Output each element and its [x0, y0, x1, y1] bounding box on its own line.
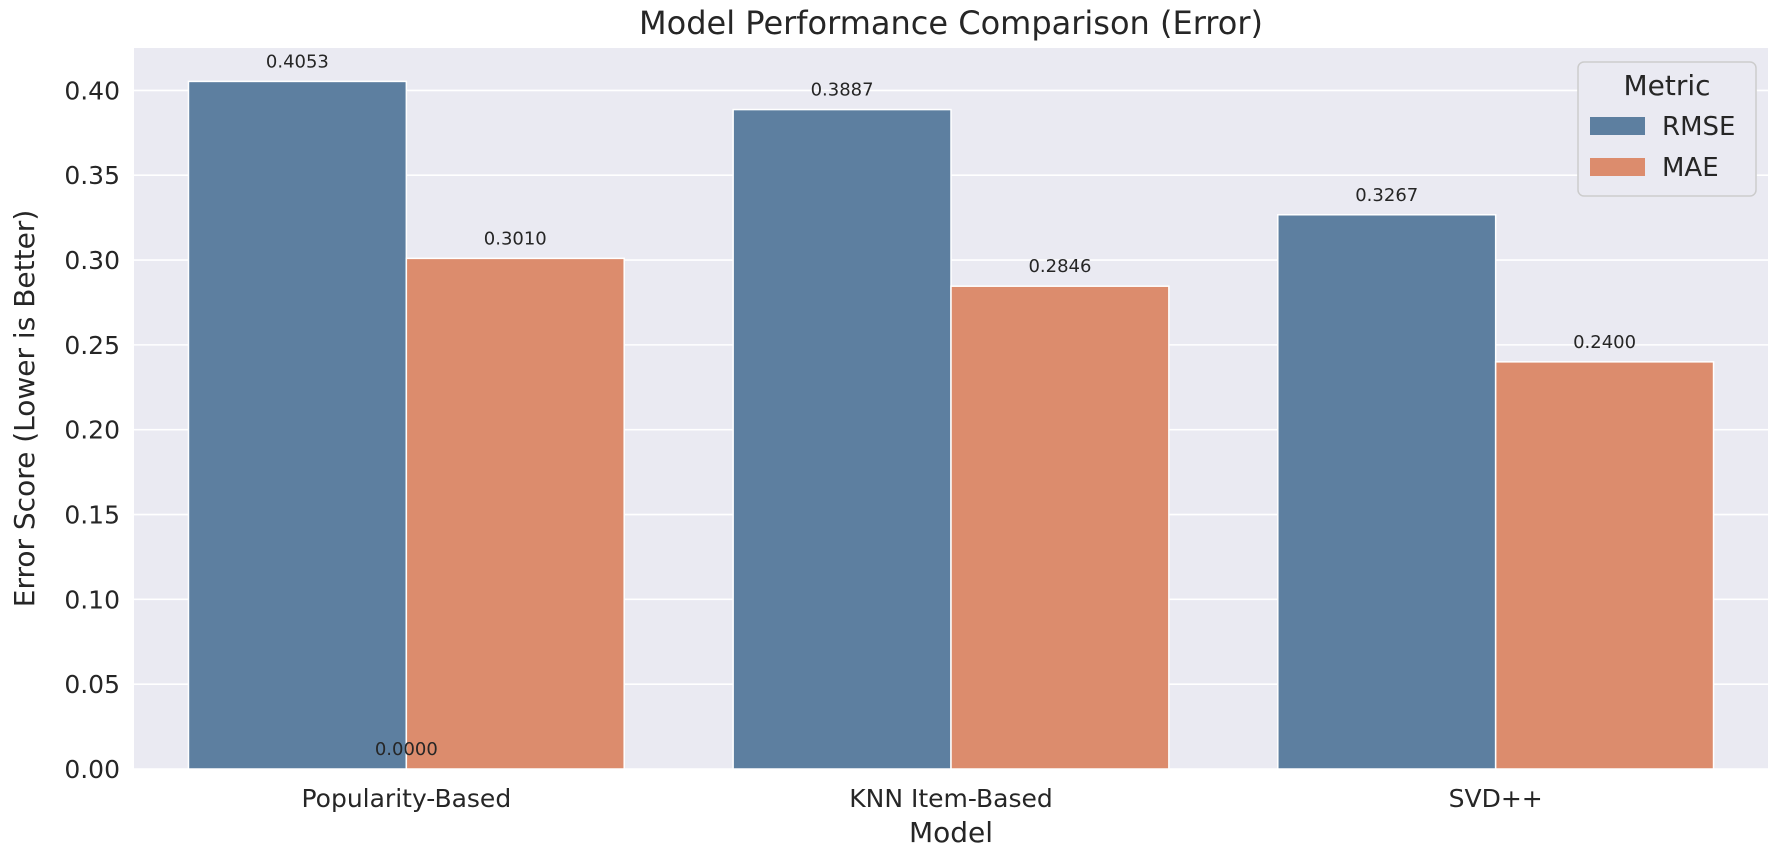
legend-title: Metric	[1623, 69, 1710, 102]
y-tick-label: 0.40	[64, 76, 120, 105]
x-tick-label: SVD++	[1449, 784, 1543, 813]
bar-rmse-1	[732, 108, 952, 770]
legend-swatch-mae	[1590, 158, 1645, 176]
y-tick-label: 0.25	[64, 331, 120, 360]
data-label-mae-1: 0.2846	[1028, 256, 1091, 277]
data-label-mae-0: 0.3010	[484, 228, 547, 249]
bar-mae-1	[950, 285, 1170, 770]
data-label-rmse-1: 0.3887	[811, 80, 874, 101]
legend-label-mae: MAE	[1662, 153, 1719, 183]
bars	[187, 80, 1715, 770]
legend-items: RMSE MAE	[1590, 112, 1735, 183]
extra-annotation: 0.0000	[375, 739, 438, 760]
data-label-rmse-0: 0.4053	[266, 51, 329, 72]
x-axis-label: Model	[909, 816, 993, 849]
y-tick-label: 0.10	[64, 585, 120, 614]
y-tick-label: 0.05	[64, 670, 120, 699]
data-label-mae-2: 0.2400	[1573, 332, 1636, 353]
bar-mae-0	[405, 257, 625, 770]
y-tick-label: 0.00	[64, 755, 120, 784]
bar-rmse-2	[1277, 214, 1497, 770]
y-tick-label: 0.15	[64, 501, 120, 530]
bar-mae-2	[1494, 361, 1715, 770]
x-tick-label: KNN Item-Based	[849, 784, 1053, 813]
y-tick-label: 0.20	[64, 416, 120, 445]
x-axis-ticks: Popularity-Based KNN Item-Based SVD++	[301, 784, 1542, 813]
data-labels: 0.4053 0.3010 0.3887 0.2846 0.3267 0.2400 0.00…	[266, 51, 1636, 760]
bar-rmse-0	[187, 80, 408, 770]
y-axis-label: Error Score (Lower is Better)	[8, 210, 41, 608]
data-label-rmse-2: 0.3267	[1355, 185, 1418, 206]
legend-swatch-rmse	[1590, 117, 1645, 135]
legend: Metric RMSE MAE	[1577, 61, 1757, 197]
y-tick-label: 0.35	[64, 161, 120, 190]
y-axis-ticks: 0.00 0.05 0.10 0.15 0.20 0.25 0.30 0.35 0.40	[64, 76, 120, 784]
x-tick-label: Popularity-Based	[301, 784, 511, 813]
legend-label-rmse: RMSE	[1662, 112, 1735, 142]
y-tick-label: 0.30	[64, 246, 120, 275]
chart-title: Model Performance Comparison (Error)	[639, 4, 1263, 42]
